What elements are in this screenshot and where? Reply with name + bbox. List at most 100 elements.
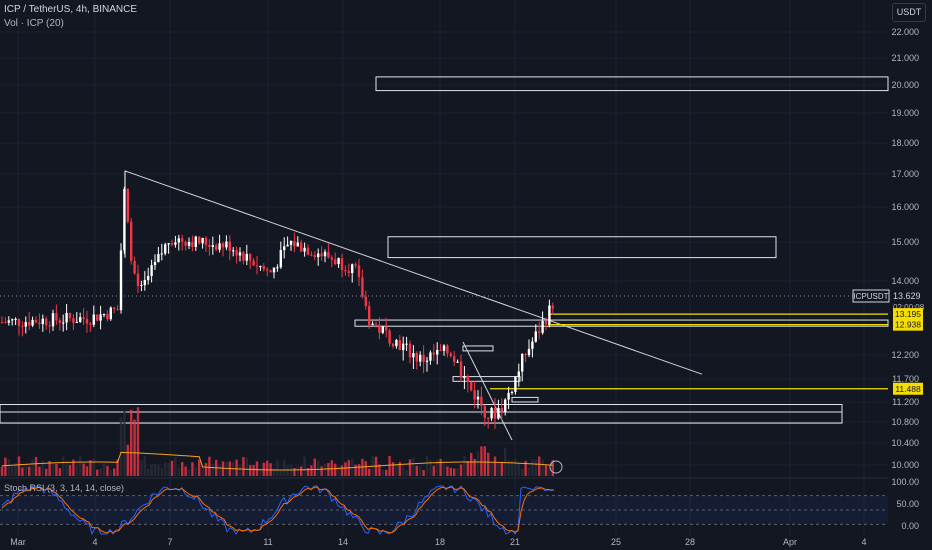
candle-body (72, 318, 75, 323)
volume-bar (514, 458, 517, 476)
volume-bar (92, 458, 95, 476)
volume-bar (476, 451, 480, 476)
price-axis-label: 11.200 (892, 397, 919, 407)
time-axis-label: 28 (685, 537, 695, 547)
trendline-layer[interactable] (0, 170, 888, 441)
volume-bar (466, 461, 469, 476)
volume-bar (385, 469, 388, 476)
candle-body (184, 241, 187, 246)
candle-body (62, 322, 65, 324)
price-axis[interactable]: 22.000 21.000 20.000 19.000 18.000 17.000 16.0… (891, 27, 919, 531)
volume-bar (147, 468, 150, 476)
candle-body (126, 188, 129, 222)
candle-body (228, 241, 231, 251)
volume-bar (249, 465, 252, 476)
candle-body (276, 267, 279, 269)
volume-bar (235, 459, 238, 476)
volume-bar (510, 460, 514, 476)
currency-button[interactable]: USDT (892, 3, 926, 22)
volume-bar (160, 467, 163, 476)
volume-bar (449, 467, 452, 476)
zone-box (354, 319, 889, 327)
volume-bar (408, 459, 412, 476)
candle-body (470, 382, 473, 391)
candle-body (201, 238, 204, 244)
volume-bar (279, 469, 282, 476)
volume-bar (109, 469, 112, 476)
time-axis-label: 21 (510, 537, 520, 547)
volume-bar (531, 459, 534, 476)
candle-body (476, 396, 480, 400)
volume-bar (313, 458, 316, 476)
volume-bar (184, 466, 187, 476)
volume-bar (398, 462, 401, 476)
candle-body (242, 252, 245, 261)
candle-body (337, 258, 340, 265)
candle-body (235, 250, 238, 256)
candle-body (4, 322, 7, 324)
candle-body (75, 321, 78, 323)
candle-body (289, 240, 293, 245)
volume-bar (21, 467, 24, 476)
volume-bar (470, 452, 473, 476)
volume-bar (31, 459, 34, 476)
levels-layer[interactable] (490, 313, 888, 390)
volume-bar (500, 461, 503, 476)
candle-body (143, 280, 146, 286)
candle-body (405, 343, 408, 345)
volume-bar (456, 467, 459, 476)
price-axis-label: 10.400 (891, 438, 919, 448)
volume-ma-line (1, 451, 553, 471)
volume-bar (41, 460, 44, 476)
descending-trendline (124, 170, 703, 375)
candle-body (204, 238, 208, 245)
candle-body (286, 244, 289, 247)
candle-body (48, 325, 51, 327)
volume-bar (79, 456, 82, 476)
volume-bar (85, 466, 89, 476)
time-axis[interactable]: Mar 4 7 11 14 18 21 25 28 Apr 4 (10, 537, 866, 547)
volume-bar (133, 419, 136, 476)
candle-body (510, 391, 514, 393)
candle-body (436, 349, 439, 355)
volume-bar (296, 466, 299, 476)
volume-bar (507, 460, 510, 476)
volume-bar (211, 464, 214, 476)
volume-bar (487, 452, 490, 476)
candles-layer (0, 170, 554, 430)
zones-layer[interactable] (0, 76, 889, 424)
volume-bar (337, 466, 340, 476)
volume-bar (150, 464, 153, 476)
price-axis-label: 21.000 (891, 53, 919, 63)
candle-body (266, 269, 269, 271)
volume-bar (364, 461, 367, 476)
candle-body (354, 264, 357, 266)
volume-bar (548, 467, 551, 476)
candle-body (374, 323, 378, 325)
level-tag-box (893, 308, 923, 321)
price-axis-label: 10.000 (891, 460, 919, 470)
volume-bar (391, 462, 395, 476)
volume-bar (286, 465, 289, 476)
volume-bar (11, 466, 14, 476)
candle-body (327, 251, 330, 258)
volume-bar (51, 463, 55, 476)
zone-box (511, 396, 539, 403)
candle-body (24, 322, 27, 327)
candle-body (473, 390, 476, 400)
candle-body (252, 260, 255, 266)
zone-box (0, 411, 843, 424)
volume-bar (493, 456, 497, 476)
level-tag: 11.488 (895, 384, 921, 394)
volume-bar (310, 465, 313, 476)
volume-bar (143, 456, 146, 476)
last-price-label: 13.629 (893, 291, 921, 301)
volume-bar (65, 461, 68, 476)
falling-wedge-line (462, 341, 513, 441)
zone-box (452, 376, 521, 382)
volume-bar (446, 466, 449, 476)
volume-bar (245, 457, 248, 476)
candle-body (527, 348, 531, 356)
